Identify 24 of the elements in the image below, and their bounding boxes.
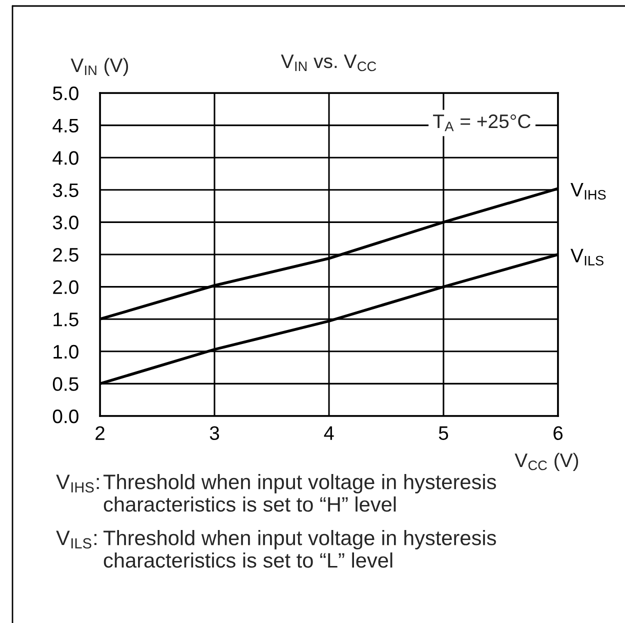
series-label: V$_{IHS}$ bbox=[570, 182, 606, 200]
y-tick-label: 5.0 bbox=[52, 86, 78, 100]
y-tick-label: 3.5 bbox=[52, 183, 78, 198]
y-tick-label: 1.5 bbox=[54, 312, 78, 326]
y-tick-label: 2.0 bbox=[53, 280, 78, 294]
y-tick-label: 1.0 bbox=[54, 344, 78, 359]
x-tick-label: 4 bbox=[324, 426, 334, 440]
annotation: T$_{A}$ = +25°C bbox=[433, 114, 530, 132]
y-tick-label: 2.5 bbox=[53, 248, 78, 262]
x-tick-label: 6 bbox=[554, 426, 563, 440]
chart-title: V$_{IN}$ vs. V$_{CC}$ bbox=[280, 54, 376, 72]
x-tick-label: 5 bbox=[438, 426, 448, 440]
y-tick-label: 4.0 bbox=[52, 151, 78, 165]
y-tick-label: 4.5 bbox=[52, 118, 78, 133]
x-axis-title: V$_{CC}$ (V) bbox=[514, 452, 578, 471]
y-tick-label: 3.0 bbox=[52, 216, 78, 230]
x-tick-label: 3 bbox=[210, 426, 220, 440]
x-tick-label: 2 bbox=[96, 426, 104, 440]
y-axis-title: V$_{IN}$ (V) bbox=[70, 58, 128, 76]
y-tick-label: 0.5 bbox=[52, 377, 78, 391]
text: V$_{ILS}$: Threshold when input voltage in hysteresis characteristics is set to “L” level bbox=[56, 530, 496, 568]
series-label: V$_{ILS}$ bbox=[570, 248, 604, 266]
text: V$_{IHS}$: Threshold when input voltage in hysteresis characteristics is set to “H” level bbox=[56, 474, 496, 512]
y-tick-label: 0.0 bbox=[52, 409, 78, 424]
